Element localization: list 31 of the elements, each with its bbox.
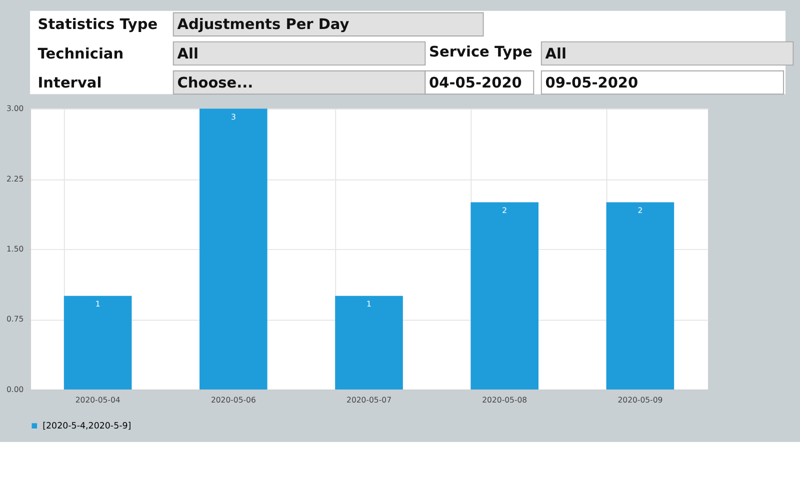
data-label: 2	[502, 206, 508, 215]
text: Service Type	[429, 44, 532, 60]
bar	[335, 296, 403, 390]
text: Statistics Type	[38, 17, 158, 34]
bar	[64, 296, 132, 390]
y-tick-label: 0.75	[6, 314, 24, 324]
text: All	[177, 46, 198, 62]
text: Interval	[38, 75, 102, 92]
x-tick-label: 2020-05-06	[210, 396, 256, 405]
text: Adjustments Per Day	[177, 17, 350, 34]
text: 04-05-2020	[429, 75, 522, 92]
bar	[606, 202, 674, 390]
x-tick-label: 2020-05-04	[75, 396, 120, 405]
data-label: 2	[638, 206, 643, 215]
y-tick-label: 1.50	[6, 244, 24, 254]
text: All	[545, 46, 566, 62]
x-tick-label: 2020-05-09	[618, 396, 663, 405]
y-tick-label: 0.00	[6, 384, 24, 394]
text: Choose...	[177, 75, 254, 92]
data-label: 3	[230, 112, 236, 122]
bar	[470, 202, 538, 390]
x-tick-label: 2020-05-07	[346, 396, 392, 405]
text: Technician	[38, 46, 124, 62]
data-label: 1	[366, 300, 372, 309]
bar	[200, 108, 268, 390]
x-tick-label: 2020-05-08	[482, 396, 528, 405]
data-label: 1	[95, 300, 100, 309]
text: 09-05-2020	[545, 75, 638, 92]
y-tick-label: 3.00	[6, 104, 24, 114]
y-tick-label: 2.25	[6, 174, 24, 184]
legend-label: [2020-5-4,2020-5-9]	[42, 422, 132, 432]
